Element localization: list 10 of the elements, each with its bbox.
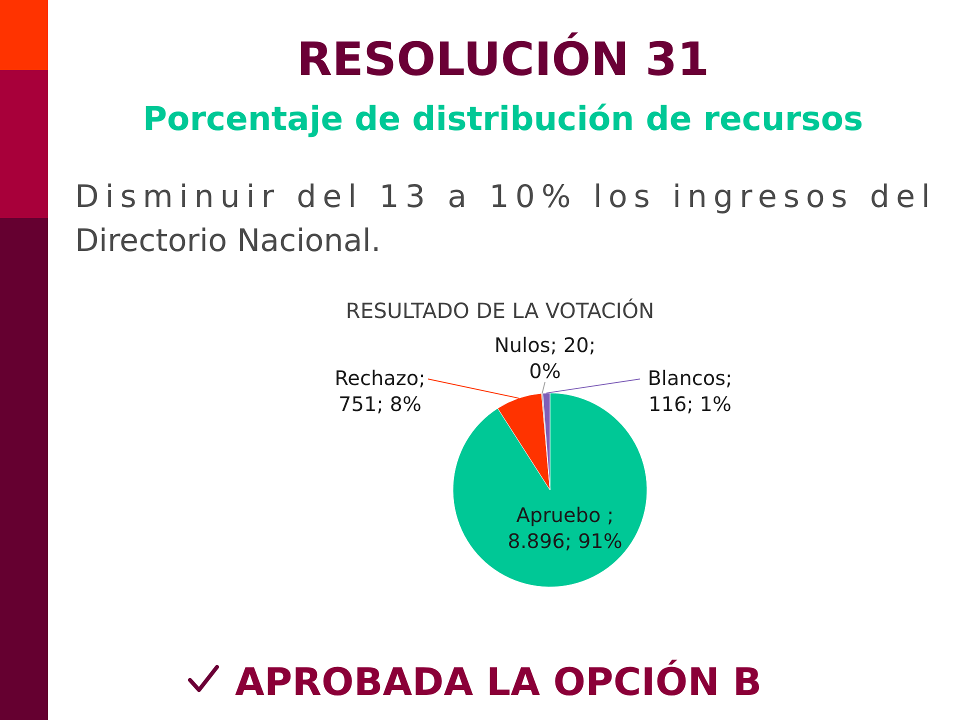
slice-label: Blancos; 116; 1% bbox=[648, 366, 732, 416]
text: APROBADA LA OPCIÓN B bbox=[235, 659, 762, 704]
slice-label: Apruebo ; 8.896; 91% bbox=[508, 503, 622, 553]
chart-title: RESOLUCIÓN 31 bbox=[296, 32, 710, 86]
pie-slice bbox=[452, 392, 648, 588]
slice-label: Nulos; 20; 0% bbox=[494, 333, 596, 383]
slice-label: Rechazo; 751; 8% bbox=[334, 366, 426, 416]
text: RESULTADO DE LA VOTACIÓN bbox=[346, 298, 654, 323]
chart-subtitle: Porcentaje de distribución de recursos bbox=[142, 99, 864, 138]
text: Disminuir del 13 a 10% los ingresos del Directorio Nacional. bbox=[75, 179, 930, 259]
